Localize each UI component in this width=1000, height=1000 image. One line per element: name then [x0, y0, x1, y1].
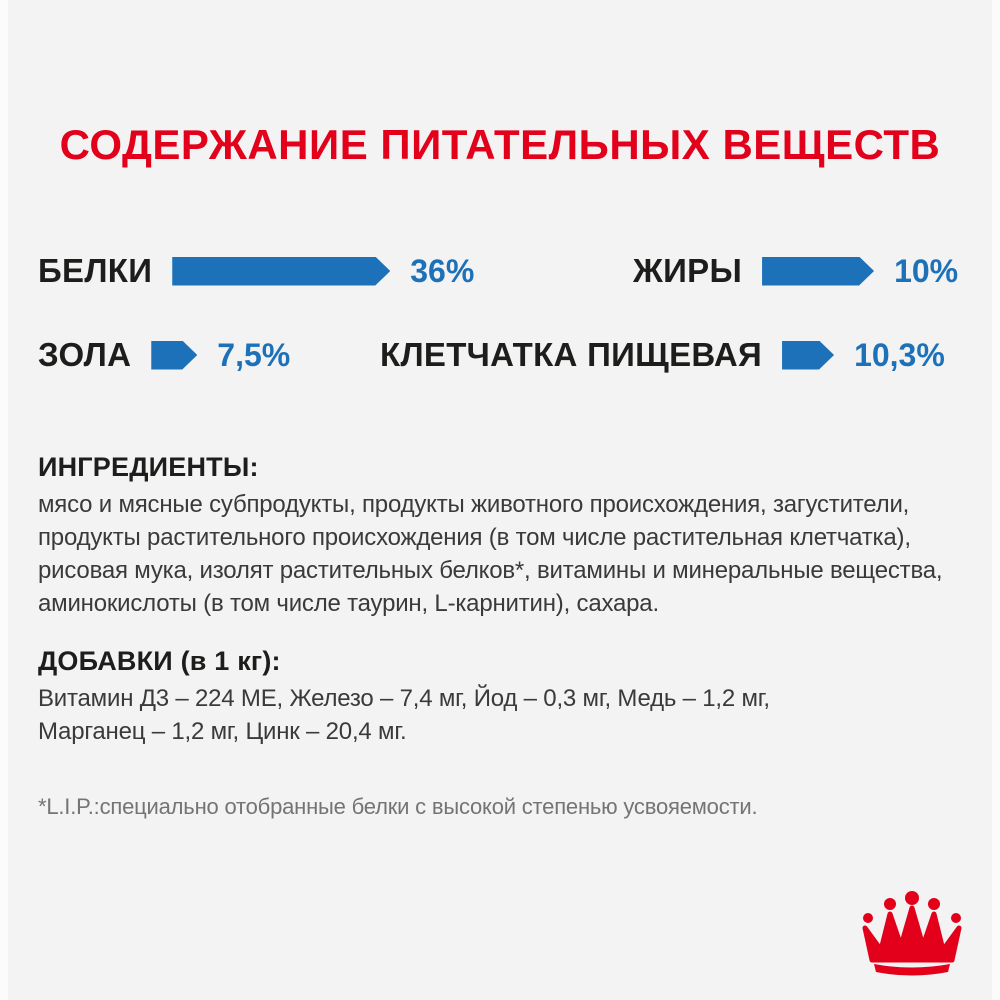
nutrient-label-fiber: КЛЕТЧАТКА ПИЩЕВАЯ [380, 336, 763, 373]
nutrient-label-protein: БЕЛКИ [38, 252, 153, 289]
nutrient-value-fiber: 10,3% [854, 336, 945, 373]
crown-body [862, 905, 962, 963]
nutrient-value-ash: 7,5% [217, 336, 291, 373]
nutrient-bar-protein [172, 257, 390, 286]
nutrient-value-fat: 10% [894, 252, 959, 289]
nutrient-row-fat: ЖИРЫ 10% [633, 252, 958, 290]
lip-footnote: *L.I.P.:специально отобранные белки с вы… [38, 794, 758, 819]
nutrient-label-fat: ЖИРЫ [633, 252, 743, 289]
crown-base-band [874, 964, 950, 976]
nutrient-row-ash: ЗОЛА 7,5% [38, 336, 290, 374]
royal-canin-crown-logo [862, 891, 962, 976]
nutrient-bar-fat [762, 257, 874, 286]
page-title: СОДЕРЖАНИЕ ПИТАТЕЛЬНЫХ ВЕЩЕСТВ [59, 121, 941, 168]
nutrient-bar-fiber [782, 341, 834, 370]
nutrient-label-ash: ЗОЛА [38, 336, 132, 373]
nutrient-value-protein: 36% [410, 252, 475, 289]
additives-heading: ДОБАВКИ (в 1 кг): [38, 646, 281, 676]
crown-dots [863, 891, 961, 923]
ingredients-heading: ИНГРЕДИЕНТЫ: [38, 452, 259, 482]
nutrient-bar-ash [151, 341, 197, 370]
ingredients-text: мясо и мясные субпродукты, продукты живо… [38, 491, 943, 617]
additives-text: Витамин Д3 – 224 МЕ, Железо – 7,4 мг, Йо… [38, 685, 770, 745]
nutrient-row-protein: БЕЛКИ 36% [38, 252, 474, 290]
nutrient-row-fiber: КЛЕТЧАТКА ПИЩЕВАЯ 10,3% [380, 336, 945, 374]
